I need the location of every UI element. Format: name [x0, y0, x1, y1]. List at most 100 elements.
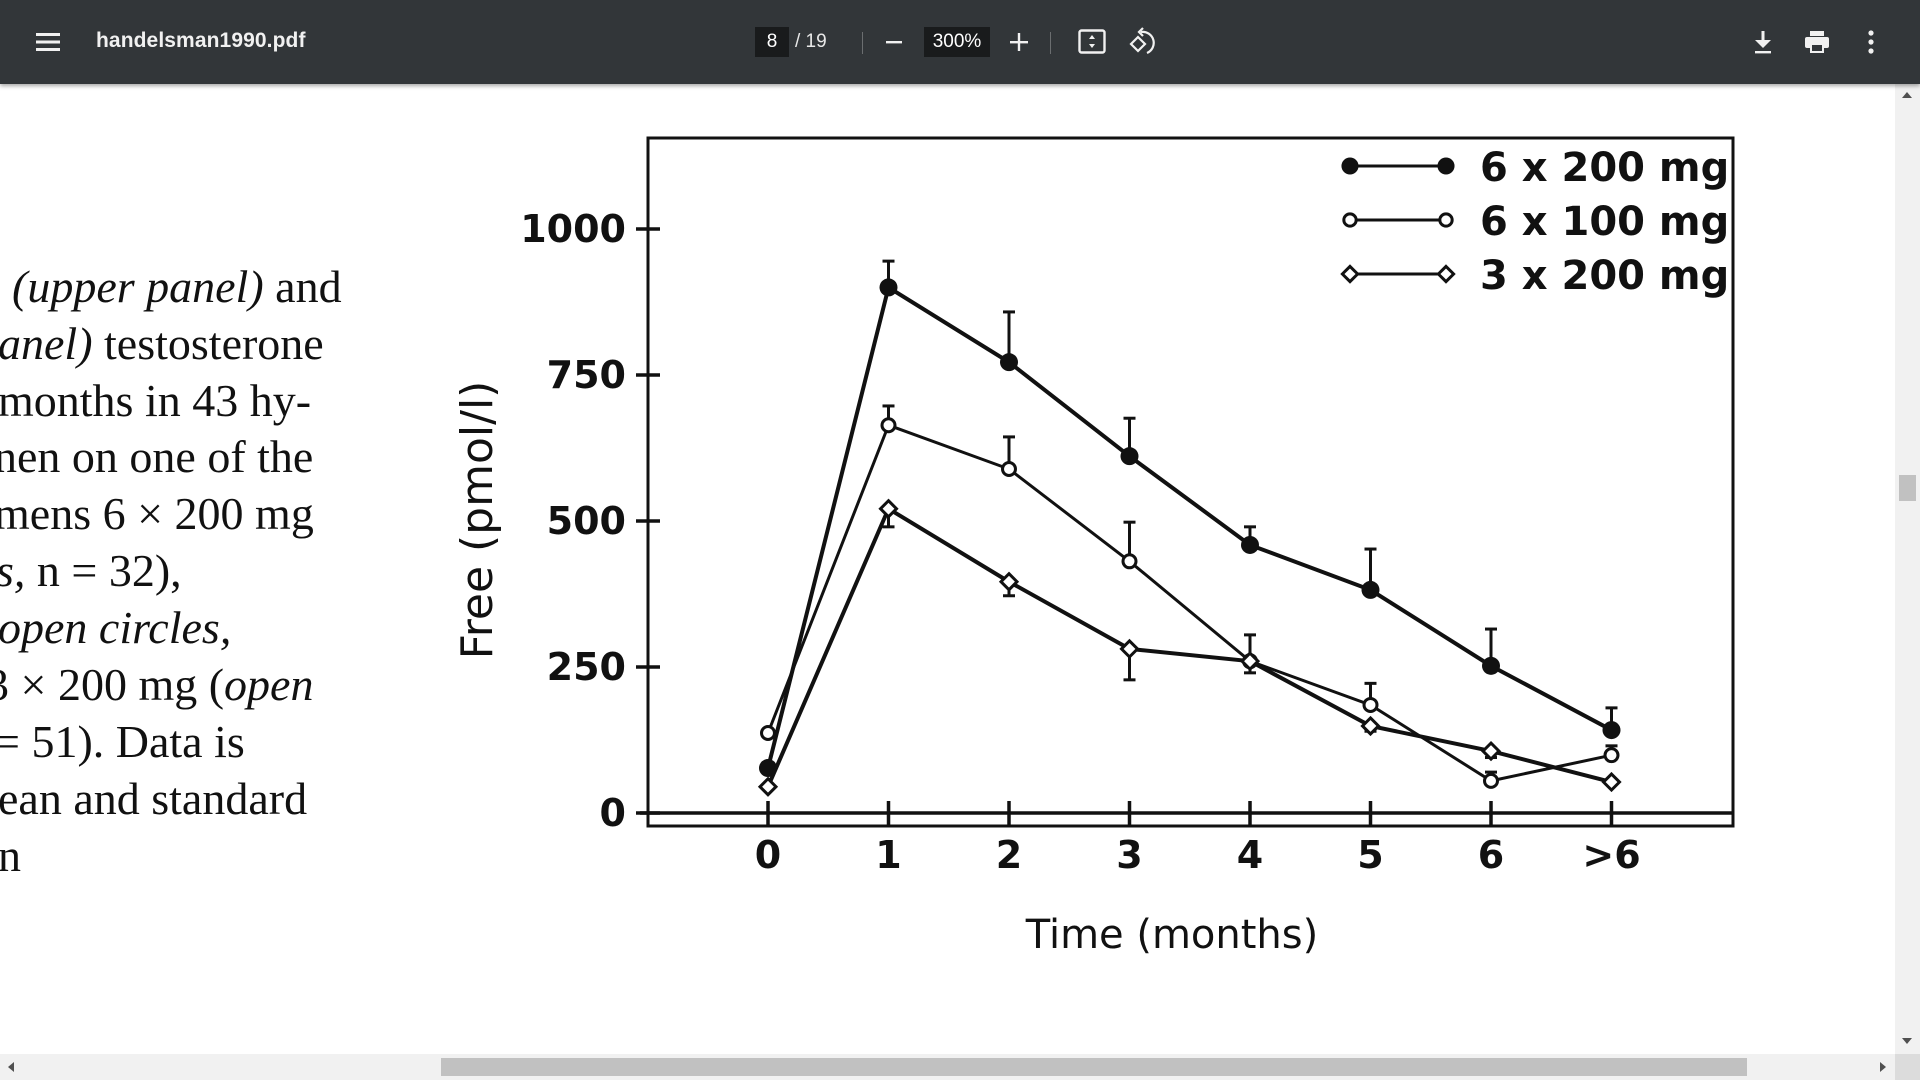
y-tick-label: 0: [600, 791, 626, 835]
scroll-down-icon[interactable]: [1902, 1038, 1912, 1044]
caption-line: ean and standard: [0, 776, 307, 822]
more-options-button[interactable]: [1853, 24, 1889, 60]
zoom-out-button[interactable]: [877, 25, 911, 59]
print-button[interactable]: [1799, 24, 1835, 60]
x-axis-label: Time (months): [1025, 912, 1318, 958]
caption-line: 3 × 200 mg (open: [0, 662, 313, 708]
caption-line: nen on one of the: [0, 434, 313, 480]
x-tick-label: 6: [1478, 833, 1504, 877]
vertical-scrollbar[interactable]: [1895, 84, 1920, 1054]
open-circle-marker: [1603, 747, 1620, 764]
plot-frame: [640, 136, 1735, 828]
caption-text: mens 6 × 200 mg: [0, 488, 314, 539]
zoom-out-icon: [886, 41, 902, 44]
x-tick-label: 3: [1116, 833, 1142, 877]
chart-legend: 6 x 200 mg 6 x 100 mg 3 x 200 mg: [1340, 145, 1729, 299]
caption-text: n: [0, 830, 21, 881]
menu-icon: [36, 33, 60, 51]
download-icon: [1755, 31, 1771, 54]
series-3-x-200-mg: [757, 498, 1622, 797]
print-icon: [1805, 31, 1829, 53]
caption-text: months in 43 hy-: [0, 375, 312, 426]
horizontal-scroll-thumb[interactable]: [441, 1058, 1747, 1076]
open-diamond-marker: [878, 498, 899, 519]
x-tick-label: 2: [996, 833, 1022, 877]
x-tick-label: 0: [755, 833, 781, 877]
y-tick-label: 750: [547, 353, 626, 397]
fit-page-icon: [1078, 29, 1106, 54]
series-layer: [757, 259, 1622, 797]
legend-item: 6 x 100 mg: [1342, 199, 1729, 245]
rotate-button[interactable]: [1124, 23, 1160, 61]
open-diamond-marker: [1601, 771, 1622, 793]
caption-line: (upper panel) and: [12, 264, 342, 310]
caption-text: = 51). Data is: [0, 716, 245, 767]
horizontal-scrollbar[interactable]: [0, 1054, 1895, 1080]
scroll-left-icon[interactable]: [8, 1062, 14, 1072]
open-diamond-marker: [998, 571, 1020, 592]
series-line: [766, 505, 1612, 788]
document-title: handelsman1990.pdf: [96, 29, 306, 52]
legend-label: 3 x 200 mg: [1480, 253, 1729, 299]
caption-text: testosterone: [92, 318, 324, 369]
filled-circle-marker: [1241, 535, 1259, 554]
toolbar-divider: [862, 32, 863, 54]
open-diamond-marker: [1480, 740, 1502, 762]
open-circle-marker: [1001, 461, 1017, 478]
filled-circle-marker: [1482, 656, 1500, 675]
filled-circle-marker: [1000, 353, 1018, 372]
download-button[interactable]: [1745, 24, 1781, 60]
filled-circle-marker: [1437, 157, 1455, 175]
fit-page-button[interactable]: [1075, 25, 1109, 59]
caption-line: months in 43 hy-: [0, 378, 311, 424]
caption-line: open circles,: [0, 605, 231, 651]
legend-label: 6 x 100 mg: [1480, 199, 1729, 245]
caption-text: 3 × 200 mg (: [0, 659, 225, 710]
filled-circle-marker: [879, 278, 898, 297]
open-diamond-marker: [1436, 264, 1456, 284]
filled-circle-marker: [1120, 447, 1139, 466]
caption-line: = 51). Data is: [0, 719, 245, 765]
caption-text: and: [263, 261, 342, 312]
page-total: / 19: [795, 31, 827, 52]
vertical-scroll-thumb[interactable]: [1899, 475, 1916, 501]
scroll-right-icon[interactable]: [1880, 1062, 1886, 1072]
free-testosterone-chart: 0 250 500 750 1000 0 1 2 3 4 5 6 >6 6 x 200 mg 6 x 1…: [452, 136, 1735, 958]
caption-line: s, n = 32),: [0, 548, 182, 594]
menu-button[interactable]: [28, 22, 68, 62]
open-diamond-marker: [757, 776, 779, 797]
caption-italic: open: [224, 659, 314, 710]
scrollbar-corner: [1895, 1054, 1920, 1080]
caption-italic: s,: [0, 545, 26, 596]
caption-italic: (upper panel): [12, 261, 264, 312]
y-tick-label: 250: [547, 645, 626, 689]
caption-text: ean and standard: [0, 773, 308, 824]
open-circle-marker: [1121, 553, 1138, 570]
y-axis-ticks: 0 250 500 750 1000: [520, 207, 660, 835]
caption-line: anel) testosterone: [0, 321, 324, 367]
open-diamond-marker: [1119, 638, 1140, 660]
zoom-in-button[interactable]: [1002, 25, 1036, 59]
filled-circle-marker: [1341, 157, 1359, 175]
scroll-up-icon[interactable]: [1902, 92, 1912, 98]
open-circle-marker: [1362, 696, 1379, 713]
legend-item: 3 x 200 mg: [1340, 253, 1729, 299]
pdf-toolbar: handelsman1990.pdf 8 / 19 300%: [0, 0, 1920, 84]
open-circle-marker: [1438, 212, 1454, 228]
series-6-x-100-mg: [760, 404, 1620, 789]
toolbar-divider: [1050, 32, 1051, 54]
series-line: [766, 423, 1612, 783]
x-tick-label: 1: [875, 833, 901, 877]
y-tick-label: 500: [547, 499, 626, 543]
rotate-icon: [1129, 27, 1155, 55]
x-tick-label: 5: [1357, 833, 1383, 877]
page-number-input[interactable]: 8: [755, 27, 789, 57]
open-circle-marker: [1342, 212, 1358, 228]
open-circle-marker: [1483, 772, 1499, 789]
legend-label: 6 x 200 mg: [1480, 145, 1729, 191]
zoom-level-input[interactable]: 300%: [924, 27, 990, 57]
legend-item: 6 x 200 mg: [1341, 145, 1729, 191]
open-diamond-marker: [1360, 715, 1381, 737]
series-line: [766, 284, 1613, 769]
open-diamond-marker: [1340, 264, 1360, 284]
